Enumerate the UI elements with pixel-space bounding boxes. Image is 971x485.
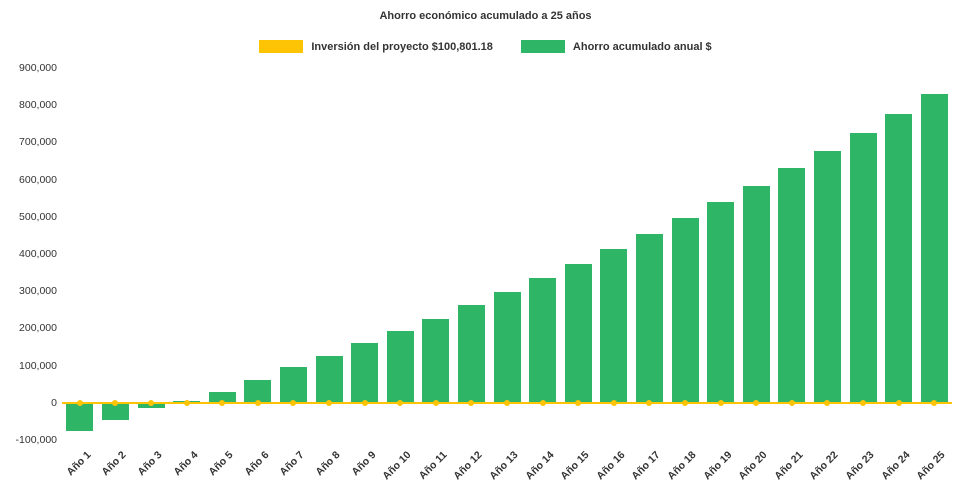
bar-año-10[interactable] <box>386 331 414 403</box>
investment-line-marker[interactable] <box>468 399 475 406</box>
investment-line-marker[interactable] <box>361 399 368 406</box>
x-axis-label: Año 18 <box>665 449 699 483</box>
investment-line-marker[interactable] <box>76 399 83 406</box>
x-axis-label: Año 21 <box>772 449 806 483</box>
investment-line-marker[interactable] <box>575 399 582 406</box>
investment-line-marker[interactable] <box>895 399 902 406</box>
x-axis-label: Año 19 <box>700 449 735 483</box>
investment-line-marker[interactable] <box>717 399 724 406</box>
legend-label-investment: Inversión del proyecto $100,801.18 <box>311 40 493 53</box>
y-axis-label: 600,000 <box>19 173 57 186</box>
x-axis-label: Año 14 <box>522 449 557 483</box>
bar-año-16[interactable] <box>600 249 628 403</box>
y-axis-label: 500,000 <box>19 210 57 223</box>
bar-año-14[interactable] <box>529 278 557 403</box>
x-axis-label: Año 13 <box>487 449 521 483</box>
y-axis-label: 900,000 <box>19 62 57 74</box>
investment-line-marker[interactable] <box>860 399 866 406</box>
investment-line-marker[interactable] <box>326 399 332 406</box>
bar-año-22[interactable] <box>813 151 841 403</box>
investment-line-marker[interactable] <box>219 399 226 406</box>
legend-item-savings[interactable]: Ahorro acumulado anual $ <box>520 40 712 53</box>
y-axis-label: -100,000 <box>15 434 57 446</box>
bar-año-5[interactable] <box>208 391 236 403</box>
bar-año-8[interactable] <box>315 355 343 403</box>
x-axis-label: Año 12 <box>451 449 485 483</box>
x-axis-label: Año 1 <box>64 449 94 479</box>
legend-label-savings: Ahorro acumulado anual $ <box>572 40 712 53</box>
x-axis-label: Año 6 <box>242 449 272 479</box>
bar-año-17[interactable] <box>635 233 663 403</box>
x-axis-label: Año 2 <box>99 449 129 479</box>
x-axis-label: Año 9 <box>348 449 379 479</box>
bar-año-13[interactable] <box>493 291 521 403</box>
investment-line-marker[interactable] <box>646 399 653 406</box>
investment-line-marker[interactable] <box>112 399 119 406</box>
x-axis-label: Año 3 <box>135 449 165 479</box>
investment-line-marker[interactable] <box>824 399 831 406</box>
investment-line-marker[interactable] <box>397 399 404 406</box>
y-axis-label: 300,000 <box>19 285 57 298</box>
investment-line-marker[interactable] <box>183 399 190 406</box>
investment-line-marker[interactable] <box>254 399 261 406</box>
bar-año-12[interactable] <box>457 305 485 403</box>
bar-año-9[interactable] <box>351 343 379 403</box>
x-axis-label: Año 11 <box>416 449 450 482</box>
y-axis-label: 200,000 <box>19 322 57 335</box>
x-axis-label: Año 17 <box>629 449 663 483</box>
investment-line-marker[interactable] <box>610 399 617 406</box>
bar-año-11[interactable] <box>422 318 450 403</box>
investment-line-marker[interactable] <box>290 399 297 406</box>
legend-swatch-investment <box>259 40 304 53</box>
x-axis-label: Año 24 <box>878 449 913 483</box>
y-axis-label: 100,000 <box>19 359 57 372</box>
legend-item-investment[interactable]: Inversión del proyecto $100,801.18 <box>259 40 493 53</box>
bar-año-19[interactable] <box>707 201 735 403</box>
x-axis-label: Año 16 <box>594 449 628 483</box>
y-axis-label: 700,000 <box>19 136 57 149</box>
y-axis-label: 800,000 <box>19 99 57 112</box>
y-axis-label: 400,000 <box>19 248 57 260</box>
x-axis-label: Año 7 <box>277 449 307 479</box>
bar-año-7[interactable] <box>279 367 307 403</box>
investment-line-marker[interactable] <box>931 399 938 406</box>
investment-line-marker[interactable] <box>504 399 510 406</box>
x-axis-label: Año 10 <box>380 449 414 483</box>
investment-line-marker[interactable] <box>432 399 439 406</box>
investment-line-marker[interactable] <box>788 399 795 406</box>
bar-año-23[interactable] <box>849 132 877 403</box>
investment-line-marker[interactable] <box>753 399 760 406</box>
legend: Inversión del proyecto $100,801.18 Ahorr… <box>0 40 971 53</box>
bar-año-21[interactable] <box>778 168 806 403</box>
bar-año-18[interactable] <box>671 218 699 403</box>
bar-año-20[interactable] <box>742 185 770 403</box>
investment-line-marker[interactable] <box>148 399 154 406</box>
x-axis-label: Año 20 <box>736 449 770 483</box>
chart-title: Ahorro económico acumulado a 25 años <box>379 10 592 22</box>
bar-año-24[interactable] <box>885 113 913 403</box>
bar-año-25[interactable] <box>920 94 948 403</box>
y-axis-label: 0 <box>51 396 57 409</box>
bar-año-6[interactable] <box>244 379 272 403</box>
x-axis-label: Año 25 <box>914 449 948 483</box>
x-axis-label: Año 8 <box>313 449 343 479</box>
x-axis-label: Año 22 <box>807 449 841 483</box>
x-axis-label: Año 23 <box>843 449 877 483</box>
investment-line-marker[interactable] <box>682 399 688 406</box>
bar-año-1[interactable] <box>66 402 94 431</box>
x-axis-label: Año 4 <box>170 449 201 479</box>
x-axis-label: Año 15 <box>558 449 592 483</box>
bar-año-2[interactable] <box>101 402 129 420</box>
legend-swatch-savings <box>520 40 565 53</box>
x-axis-label: Año 5 <box>206 449 236 479</box>
investment-line-marker[interactable] <box>539 399 546 406</box>
bar-año-15[interactable] <box>564 263 592 403</box>
